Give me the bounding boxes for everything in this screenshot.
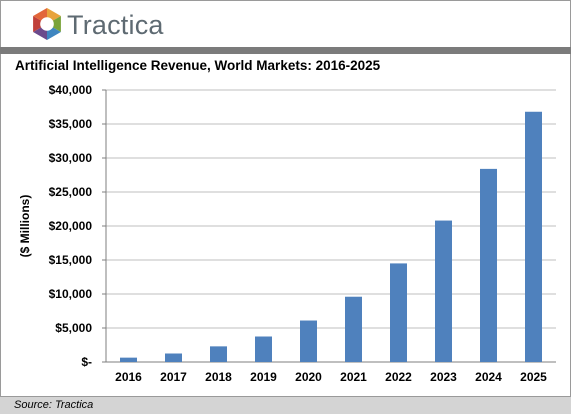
bar — [255, 336, 272, 362]
brand-name: Tractica — [67, 10, 164, 40]
y-tick-label: $20,000 — [49, 219, 93, 233]
header-bar — [0, 47, 571, 54]
bar — [525, 111, 542, 362]
x-tick-label: 2019 — [250, 370, 277, 384]
source-bar: Source: Tractica — [0, 396, 571, 414]
bar — [480, 168, 497, 362]
y-tick-label: $40,000 — [49, 83, 93, 97]
y-tick-label: $15,000 — [49, 253, 93, 267]
bar — [120, 357, 137, 362]
bar — [435, 220, 452, 362]
x-tick-label: 2017 — [160, 370, 187, 384]
tractica-logo-icon — [33, 8, 61, 40]
bar — [345, 296, 362, 362]
x-tick-label: 2020 — [295, 370, 322, 384]
y-tick-label: $25,000 — [49, 185, 93, 199]
bar-chart: $- $5,000 $10,000 $15,000 $20,000 $25,000 $30,… — [18, 83, 556, 384]
source-label: Source: Tractica — [14, 399, 94, 411]
bar — [390, 263, 407, 362]
x-tick-label: 2018 — [205, 370, 232, 384]
y-tick-label: $35,000 — [49, 117, 93, 131]
x-tick-label: 2025 — [520, 370, 547, 384]
y-axis-title: ($ Millions) — [18, 195, 32, 258]
bar — [300, 320, 317, 362]
x-tick-label: 2023 — [430, 370, 457, 384]
x-tick-label: 2021 — [340, 370, 367, 384]
y-tick-label: $5,000 — [55, 321, 92, 335]
y-tick-label: $10,000 — [49, 287, 93, 301]
y-tick-label: $30,000 — [49, 151, 93, 165]
y-tick-label: $- — [81, 355, 92, 369]
x-tick-label: 2016 — [115, 370, 142, 384]
x-tick-label: 2022 — [385, 370, 412, 384]
bar — [210, 346, 227, 362]
chart-title: Artificial Intelligence Revenue, World M… — [15, 58, 381, 73]
x-tick-label: 2024 — [475, 370, 502, 384]
bar — [165, 353, 182, 362]
